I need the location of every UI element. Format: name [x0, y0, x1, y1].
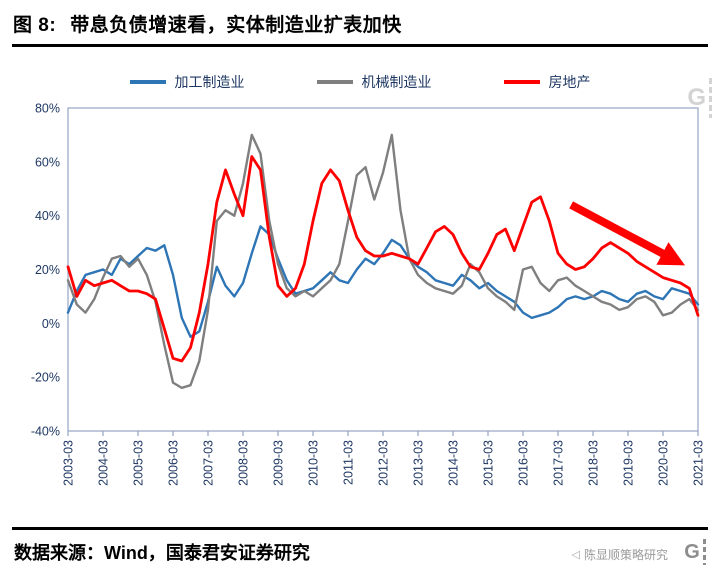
y-tick-label: -40%	[31, 425, 60, 439]
watermark-logo-text-bar-icon	[702, 539, 706, 565]
legend-item-1: 机械制造业	[316, 72, 432, 92]
x-tick-label: 2004-03	[97, 440, 111, 486]
legend-item-0: 加工制造业	[129, 72, 245, 92]
watermark: ◁ 陈显顺策略研究	[572, 546, 668, 563]
x-tick-label: 2015-03	[482, 440, 496, 486]
plot-border	[67, 107, 699, 432]
x-tick-label: 2020-03	[657, 440, 671, 486]
x-tick-label: 2007-03	[202, 440, 216, 486]
data-source: 数据来源：Wind，国泰君安证券研究	[14, 543, 310, 563]
y-tick-label: 80%	[35, 102, 60, 116]
chart-area: 80% 60% 40% 20% 0% -20% -40% 2003-03 2004-03 2005…	[12, 96, 712, 520]
watermark-logo-letter: G	[684, 540, 700, 563]
legend-label: 机械制造业	[361, 74, 432, 90]
legend-line-icon	[503, 80, 540, 84]
series-line-1	[66, 133, 700, 390]
legend-line-icon	[129, 80, 166, 84]
x-tick-label: 2013-03	[412, 440, 426, 486]
chart-legend: 加工制造业 机械制造业 房地产	[0, 72, 720, 92]
watermark-logo-letter: G	[687, 84, 706, 111]
figure-title-text: 带息负债增速看，实体制造业扩表加快	[70, 15, 402, 36]
x-tick-label: 2019-03	[622, 440, 636, 486]
x-tick-label: 2009-03	[272, 440, 286, 486]
legend-label: 房地产	[548, 74, 591, 90]
watermark-text: 陈显顺策略研究	[583, 548, 668, 562]
legend-item-2: 房地产	[503, 72, 591, 92]
y-tick-label: 20%	[35, 263, 60, 277]
figure-number: 图 8:	[13, 15, 57, 36]
y-tick-label: 0%	[42, 317, 60, 331]
x-tick-label: 2021-03	[692, 440, 706, 486]
watermark-logo-text-bar-icon	[709, 78, 712, 118]
y-tick-label: 60%	[35, 155, 60, 169]
x-tick-label: 2017-03	[552, 440, 566, 486]
x-tick-label: 2016-03	[517, 440, 531, 486]
x-tick-label: 2005-03	[132, 440, 146, 486]
legend-line-icon	[316, 80, 353, 84]
x-tick-label: 2008-03	[237, 440, 251, 486]
x-tick-label: 2006-03	[167, 440, 181, 486]
trend-arrow-annotation	[569, 201, 686, 266]
y-tick-label: -20%	[31, 371, 60, 385]
figure-title: 图 8: 带息负债增速看，实体制造业扩表加快	[13, 10, 680, 37]
x-tick-label: 2014-03	[447, 440, 461, 486]
x-tick-label: 2012-03	[377, 440, 391, 486]
watermark-arrow-icon: ◁	[571, 549, 580, 561]
chart-svg: 80% 60% 40% 20% 0% -20% -40%2003-03 2004-03 2005…	[31, 102, 706, 486]
legend-label: 加工制造业	[174, 74, 245, 90]
title-divider	[12, 44, 708, 47]
watermark-logo-bottom: G	[678, 536, 712, 568]
x-tick-label: 2011-03	[342, 440, 356, 485]
watermark-logo-top: G	[687, 78, 712, 118]
x-tick-label: 2018-03	[587, 440, 601, 486]
x-tick-label: 2010-03	[307, 440, 321, 486]
series-line-2	[66, 155, 700, 363]
footer-divider	[12, 527, 708, 530]
y-tick-label: 40%	[35, 209, 60, 223]
x-tick-label: 2003-03	[62, 440, 76, 486]
